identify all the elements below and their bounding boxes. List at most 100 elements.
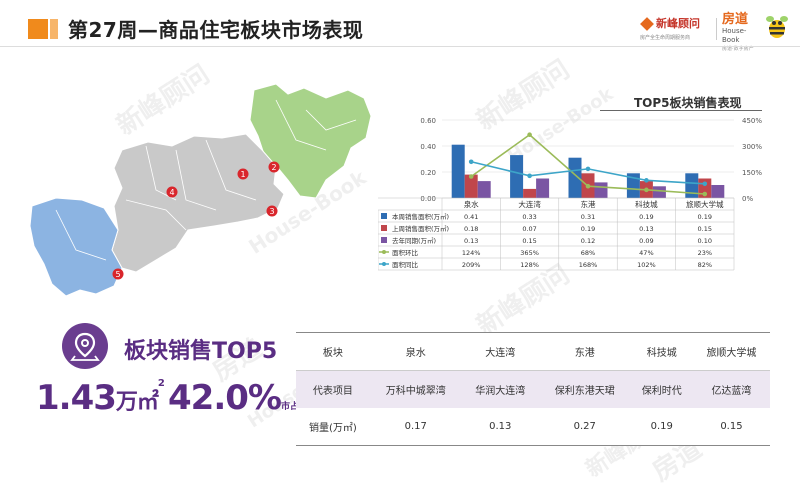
legend-label: 本周销售面积(万㎡) [392, 212, 449, 221]
table-cell: 0.13 [461, 408, 539, 446]
y-right-tick-label: 450% [742, 117, 762, 125]
data-label: 0.19 [698, 213, 712, 221]
map-region-blue [29, 197, 123, 297]
header-rule [0, 46, 800, 47]
title-accent-square [28, 19, 48, 39]
legend-key-point [382, 262, 386, 266]
map-marker-5: 5 [112, 268, 124, 280]
table-cell: 东港 [538, 332, 631, 371]
line-point [644, 178, 649, 183]
top5-sales-chart: 0.00 0.20 0.40 0.60 0% 150% 300% 450% 泉水 大连湾 东港 科技城… [378, 117, 762, 271]
table-cell: 万科中城翠湾 [369, 370, 462, 408]
category-label: 泉水 [464, 199, 479, 209]
chart-title-underline [600, 110, 762, 111]
data-label: 0.19 [639, 213, 653, 221]
table-cell: 保利时代 [630, 370, 693, 408]
category-label: 科技城 [635, 199, 658, 209]
svg-text:5: 5 [115, 270, 120, 279]
legend-key-point [382, 250, 386, 254]
data-label: 209% [462, 261, 481, 269]
table-cell: 旅顺大学城 [692, 332, 770, 371]
table-cell: 大连湾 [461, 332, 539, 371]
line-point [585, 183, 591, 189]
header: 第27周—商品住宅板块市场表现 新峰顾问 房产全生命周期服务商 房道 House… [0, 0, 800, 53]
bar [477, 181, 491, 198]
legend-label: 面积环比 [392, 248, 419, 257]
data-label: 102% [637, 261, 656, 269]
chart-title: TOP5板块销售表现 [634, 96, 742, 110]
legend-key [381, 225, 387, 231]
bar [510, 155, 524, 198]
y-right-tick-label: 0% [742, 195, 753, 203]
y-left-tick-label: 0.20 [420, 169, 436, 177]
data-label: 0.19 [581, 225, 595, 233]
location-pin-icon [70, 332, 100, 361]
page-title: 第27周—商品住宅板块市场表现 [68, 18, 364, 42]
bar [685, 173, 699, 198]
y-left-tick-label: 0.60 [420, 117, 436, 125]
y-right-tick-label: 150% [742, 169, 762, 177]
legend-label: 上周销售面积(万㎡) [392, 224, 449, 233]
svg-text:1: 1 [240, 170, 245, 179]
legend-label: 去年同期(万㎡) [392, 236, 436, 245]
data-label: 0.18 [464, 225, 478, 233]
svg-text:2: 2 [271, 163, 276, 172]
line-point [527, 132, 532, 138]
table-cell: 0.17 [369, 408, 462, 446]
data-label: 0.33 [522, 213, 536, 221]
data-label: 82% [698, 261, 712, 269]
line-point [644, 187, 649, 193]
line-point [702, 181, 708, 187]
logo-divider [716, 18, 717, 40]
data-label: 23% [698, 249, 712, 257]
legend-key [381, 237, 387, 243]
y-right-tick-label: 300% [742, 143, 762, 151]
bar [711, 185, 725, 198]
data-label: 0.13 [639, 225, 653, 233]
table-cell: 代表项目 [296, 370, 370, 408]
bar [652, 186, 666, 198]
table-cell: 科技城 [630, 332, 693, 371]
data-label: 0.15 [522, 237, 536, 245]
line-point [468, 159, 474, 165]
data-label: 0.10 [698, 237, 712, 245]
table-row: 销量(万㎡) 0.17 0.13 0.27 0.19 0.15 [296, 408, 770, 446]
data-label: 0.15 [698, 225, 712, 233]
title-accent-bar [50, 19, 58, 39]
line-point [702, 191, 708, 197]
table-header-row: 板块 泉水 大连湾 东港 科技城 旅顺大学城 [296, 332, 770, 371]
data-label: 47% [639, 249, 653, 257]
data-label: 0.09 [639, 237, 653, 245]
table-cell: 板块 [296, 332, 370, 371]
top5-table: 板块 泉水 大连湾 东港 科技城 旅顺大学城 代表项目 万科中城翠湾 华润大连湾… [296, 332, 770, 446]
data-label: 365% [520, 249, 539, 257]
total-area-stat: 1.43万㎡2 [36, 378, 165, 418]
svg-text:3: 3 [269, 207, 274, 216]
category-label: 大连湾 [518, 199, 541, 209]
bee-mascot-icon [766, 16, 788, 38]
map-marker-2: 2 [268, 161, 280, 173]
location-badge [62, 323, 108, 369]
data-label: 0.31 [581, 213, 595, 221]
map-marker-1: 1 [237, 168, 249, 180]
category-label: 旅顺大学城 [686, 199, 724, 209]
xinfeng-logo: 新峰顾问 房产全生命周期服务商 [640, 17, 700, 41]
category-label: 东港 [581, 199, 596, 209]
map-marker-4: 4 [166, 186, 178, 198]
table-cell: 亿达蓝湾 [692, 370, 770, 408]
map-marker-3: 3 [266, 205, 278, 217]
table-cell: 0.27 [538, 408, 631, 446]
bar [594, 182, 608, 198]
legend-label: 面积同比 [392, 260, 419, 269]
data-label: 68% [581, 249, 595, 257]
data-label: 0.12 [581, 237, 595, 245]
bar [523, 188, 537, 198]
bar [626, 173, 640, 198]
district-map: 1 2 3 4 5 [29, 83, 372, 297]
top5-heading: 板块销售TOP5 [124, 339, 278, 364]
housebook-logo: 房道 House-Book 房道·数字房产 [722, 12, 754, 53]
y-left-tick-label: 0.40 [420, 143, 436, 151]
table-cell: 0.15 [692, 408, 770, 446]
logo-diamond-icon [640, 17, 654, 31]
svg-text:4: 4 [169, 188, 174, 197]
